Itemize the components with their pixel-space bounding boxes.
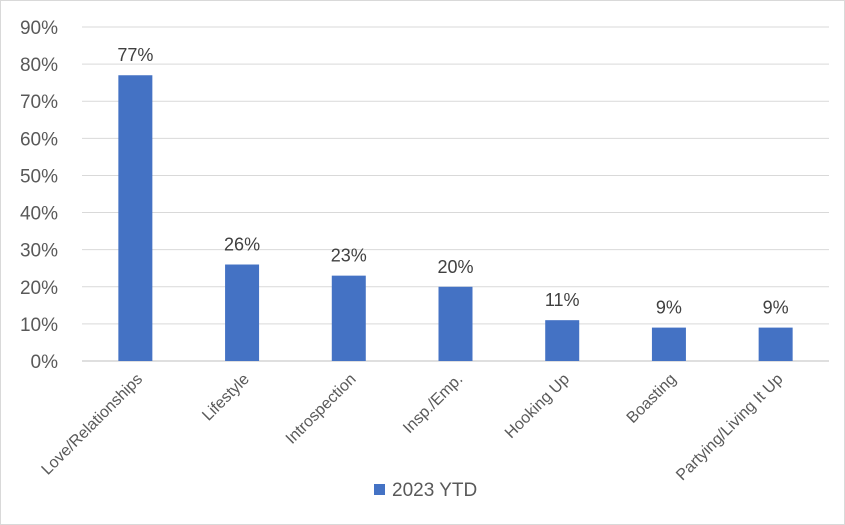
- data-label: 20%: [437, 257, 473, 277]
- y-axis-tick-labels: 0% 10% 20% 30% 40% 50% 60% 70% 80% 90%: [20, 18, 58, 373]
- category-label: Introspection: [283, 371, 360, 448]
- bar-series: [118, 75, 793, 361]
- y-tick-label: 0%: [31, 352, 59, 373]
- bar: [758, 327, 793, 361]
- y-tick-label: 40%: [20, 204, 58, 225]
- category-label: Hooking Up: [502, 371, 573, 442]
- y-tick-label: 80%: [20, 55, 58, 76]
- data-label: 9%: [656, 298, 682, 318]
- legend-swatch: [374, 484, 385, 495]
- x-axis-category-labels: Love/Relationships Lifestyle Introspection…: [39, 371, 787, 484]
- bar: [225, 264, 260, 361]
- data-label: 77%: [117, 45, 153, 65]
- y-tick-label: 90%: [20, 18, 58, 39]
- bar: [438, 286, 473, 361]
- bar: [331, 275, 366, 361]
- category-label: Lifestyle: [199, 371, 253, 425]
- y-tick-label: 50%: [20, 166, 58, 187]
- category-label: Love/Relationships: [39, 371, 147, 479]
- bar: [651, 327, 686, 361]
- legend: 2023 YTD: [374, 480, 477, 501]
- category-label: Partying/Living It Up: [673, 371, 786, 484]
- gridlines: [82, 26, 829, 362]
- data-label: 11%: [545, 290, 580, 310]
- category-label: Insp./Emp.: [400, 371, 466, 437]
- category-label: Boasting: [624, 371, 680, 427]
- y-tick-label: 30%: [20, 241, 58, 262]
- y-tick-label: 70%: [20, 92, 58, 113]
- y-tick-label: 20%: [20, 278, 58, 299]
- data-label: 26%: [224, 235, 260, 255]
- legend-label: 2023 YTD: [392, 480, 477, 501]
- data-label: 9%: [763, 298, 789, 318]
- data-label: 23%: [331, 246, 367, 266]
- bar: [118, 75, 153, 361]
- bar: [545, 320, 580, 361]
- y-tick-label: 10%: [20, 315, 58, 336]
- y-tick-label: 60%: [20, 129, 58, 150]
- data-labels: 77% 26% 23% 20% 11% 9% 9%: [117, 45, 788, 317]
